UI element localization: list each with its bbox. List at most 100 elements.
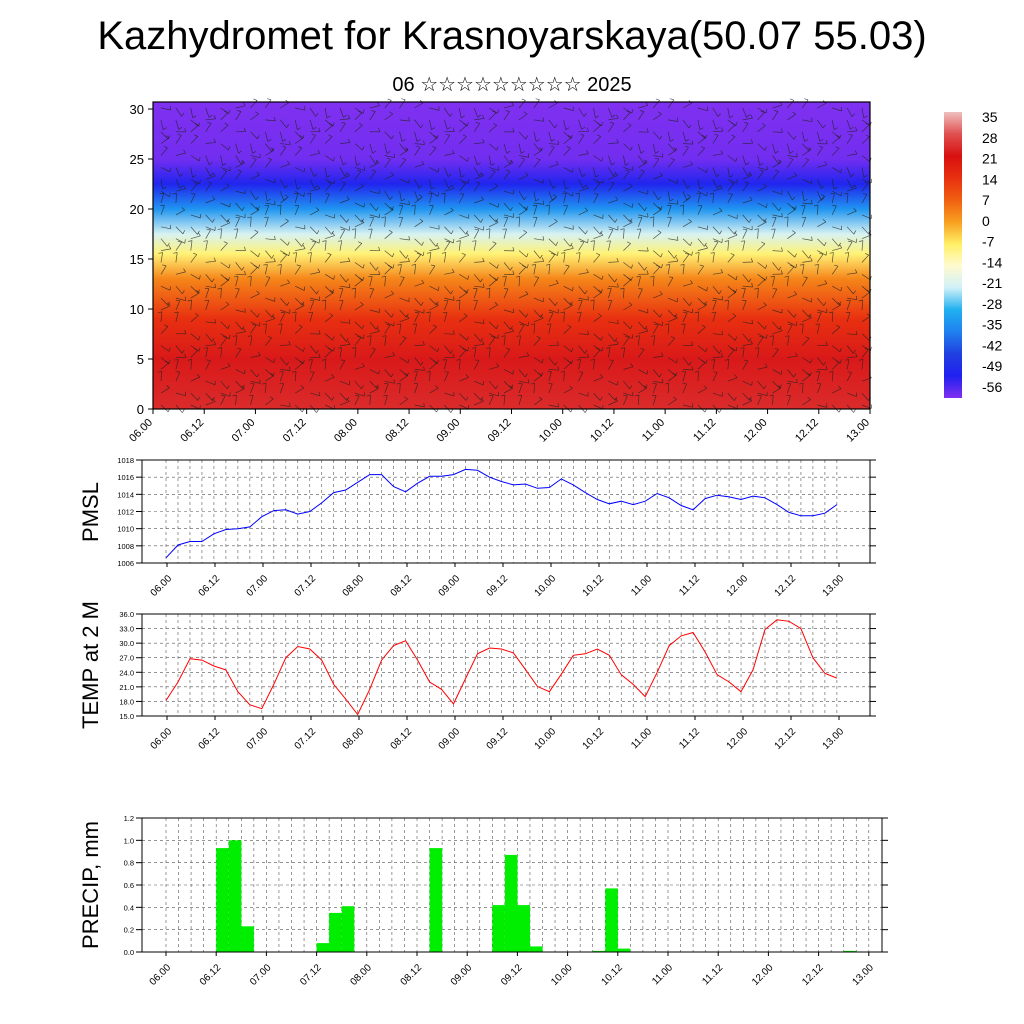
wind-barb: [369, 155, 376, 164]
y-axis-label: TEMP at 2 M: [78, 601, 103, 729]
wind-barb-flag: [307, 192, 311, 195]
wind-barb-flag: [162, 186, 167, 190]
wind-barb-flag: [761, 123, 766, 126]
wind-barb-flag: [183, 268, 186, 273]
wind-barb: [831, 371, 834, 382]
wind-barb-flag: [640, 169, 645, 172]
wind-barb-flag: [656, 264, 661, 268]
wind-barb: [712, 356, 723, 358]
wind-barb-flag: [224, 110, 228, 114]
wind-barb: [608, 360, 614, 370]
wind-barb: [488, 185, 499, 192]
wind-barb-flag: [855, 330, 858, 335]
wind-barb-flag: [362, 109, 365, 114]
y-tick-label: 0: [137, 402, 144, 417]
wind-barb-flag: [328, 134, 333, 137]
wind-barb: [847, 130, 858, 133]
wind-barb: [309, 119, 314, 130]
wind-barb-flag: [581, 126, 586, 130]
wind-barb: [742, 288, 746, 299]
wind-barb-flag: [680, 264, 685, 266]
wind-barb-flag: [162, 264, 167, 267]
wind-barb: [697, 362, 706, 370]
wind-barb: [563, 326, 572, 334]
wind-barb: [294, 131, 303, 140]
wind-barb: [578, 345, 586, 354]
wind-barb: [563, 304, 573, 311]
wind-barb: [802, 374, 811, 382]
wind-barb-flag: [243, 328, 246, 332]
wind-barb: [638, 202, 645, 211]
wind-barb: [652, 202, 661, 211]
wind-barb-flag: [799, 382, 804, 385]
wind-barb: [638, 330, 648, 335]
wind-barb: [697, 131, 706, 139]
wind-barb: [652, 143, 656, 154]
wind-barb-flag: [792, 196, 796, 201]
wind-barb-flag: [554, 124, 558, 129]
wind-barb-flag: [597, 122, 602, 126]
wind-barb-flag: [536, 336, 541, 339]
wind-barb: [488, 392, 499, 397]
wind-barb: [578, 359, 582, 370]
wind-barb: [503, 276, 507, 287]
wind-barb: [444, 241, 451, 251]
wind-barb: [801, 217, 807, 227]
wind-barb: [727, 194, 733, 204]
wind-barb: [369, 190, 380, 195]
wind-barb-flag: [691, 251, 693, 256]
wind-barb: [548, 264, 551, 275]
wind-barb: [414, 344, 425, 346]
wind-barb: [473, 229, 480, 239]
wind-barb: [533, 323, 536, 334]
wind-barb-flag: [165, 360, 169, 364]
wind-barb-flag: [761, 241, 766, 245]
wind-barb: [459, 178, 469, 184]
precip-bar: [329, 912, 342, 952]
wind-barb: [787, 380, 798, 384]
wind-barb: [563, 137, 572, 144]
wind-barb: [548, 371, 552, 382]
wind-barb: [578, 392, 589, 397]
wind-barb: [503, 155, 510, 164]
wind-barb: [727, 234, 738, 240]
wind-barb-flag: [318, 127, 321, 132]
wind-barb: [324, 119, 333, 127]
wind-barb: [324, 226, 332, 235]
wind-barb: [474, 285, 485, 288]
wind-barb: [384, 321, 394, 327]
wind-barb-flag: [650, 335, 655, 337]
wind-barb-flag: [169, 105, 172, 111]
wind-barb-flag: [799, 264, 805, 266]
wind-barb: [831, 136, 841, 144]
wind-barb: [817, 221, 827, 228]
wind-barb: [459, 333, 468, 341]
wind-barb: [324, 214, 335, 219]
wind-barb-flag: [539, 254, 543, 259]
wind-barb: [757, 395, 762, 406]
wind-barb: [220, 288, 222, 299]
wind-barb: [474, 321, 485, 324]
wind-barb: [324, 285, 333, 294]
wind-barb-flag: [241, 207, 245, 211]
wind-barb: [578, 179, 584, 189]
y-tick-label: 1008: [117, 542, 134, 551]
wind-barb: [250, 216, 252, 227]
wind-barb: [250, 250, 259, 258]
wind-barb-flag: [862, 193, 867, 195]
wind-barb-flag: [654, 323, 659, 326]
wind-barb: [444, 107, 451, 117]
wind-barb: [623, 167, 634, 171]
wind-barb-flag: [729, 174, 734, 178]
wind-barb-flag: [198, 347, 201, 352]
wind-barb-flag: [705, 244, 708, 249]
wind-barb: [593, 167, 596, 178]
wind-barb: [637, 335, 640, 346]
wind-barb-flag: [497, 334, 499, 339]
wind-barb-flag: [511, 327, 514, 332]
wind-barb-flag: [575, 192, 580, 195]
wind-barb-flag: [520, 151, 525, 154]
x-tick-label: 13.00: [821, 573, 847, 599]
wind-barb: [429, 326, 437, 334]
wind-barb: [697, 247, 708, 251]
